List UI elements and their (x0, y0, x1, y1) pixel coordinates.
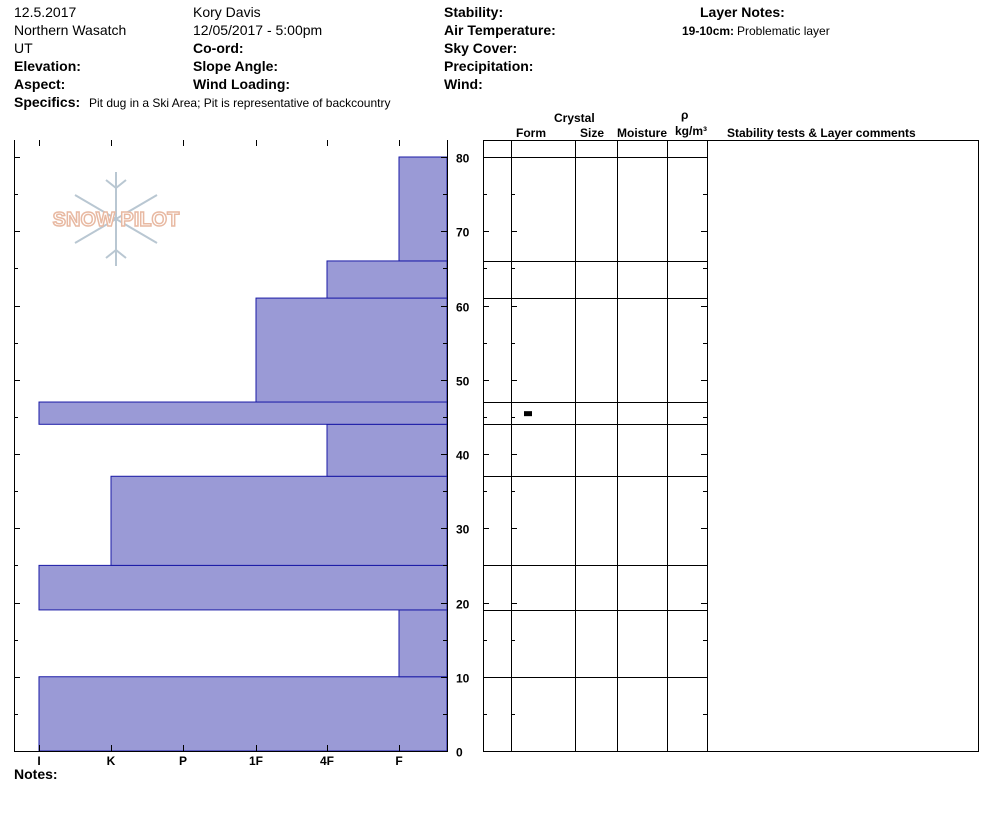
size-header: Size (580, 126, 605, 140)
y-tick-label: 0 (456, 746, 463, 760)
y-tick-label: 70 (456, 226, 470, 240)
observation-datetime: 12/05/2017 - 5:00pm (193, 22, 323, 38)
wind-loading-label: Wind Loading: (193, 76, 291, 92)
x-tick-label: 4F (320, 754, 334, 768)
x-tick-label: K (107, 754, 116, 768)
x-tick-label: I (37, 754, 40, 768)
x-tick-label: 1F (249, 754, 263, 768)
pit-date: 12.5.2017 (14, 4, 77, 20)
x-tick-label: F (395, 754, 402, 768)
sky-cover-label: Sky Cover: (444, 40, 518, 56)
y-tick-label: 40 (456, 449, 470, 463)
elevation-label: Elevation: (14, 58, 81, 74)
notes-label: Notes: (14, 766, 58, 782)
layer-bar-2 (38, 564, 448, 611)
rho-header: ρ (681, 108, 689, 122)
layer-bar-8 (398, 156, 448, 262)
y-tick-label: 60 (456, 301, 470, 315)
comments-header: Stability tests & Layer comments (727, 126, 916, 140)
x-tick-label: P (179, 754, 187, 768)
layer-bar-7 (326, 260, 448, 299)
y-tick-label: 80 (456, 152, 470, 166)
crystal-header: Crystal (554, 111, 595, 125)
density-unit-header: kg/m³ (675, 124, 708, 138)
y-tick-label: 30 (456, 523, 470, 537)
layer-bar-4 (326, 423, 448, 477)
logo-text: SNOW PILOT (53, 209, 180, 231)
y-tick-label: 10 (456, 672, 470, 686)
air-temperature-label: Air Temperature: (444, 22, 556, 38)
specifics-value: Pit dug in a Ski Area; Pit is representa… (89, 96, 391, 110)
layer-note-range: 19-10cm: (682, 24, 735, 38)
layer-bar-1 (398, 609, 448, 678)
slope-angle-label: Slope Angle: (193, 58, 279, 74)
layer-bar-5 (38, 401, 448, 425)
layer-bar-0 (38, 676, 448, 752)
y-tick-label: 50 (456, 375, 470, 389)
coord-label: Co-ord: (193, 40, 244, 56)
precipitation-label: Precipitation: (444, 58, 534, 74)
specifics-label: Specifics: (14, 94, 81, 110)
layer-bar-6 (255, 297, 448, 403)
observer-name: Kory Davis (193, 4, 261, 20)
wind-label: Wind: (444, 76, 483, 92)
pit-region: Northern Wasatch (14, 22, 127, 38)
stability-label: Stability: (444, 4, 504, 20)
moisture-header: Moisture (617, 126, 668, 140)
layer-notes-label: Layer Notes: (700, 4, 785, 20)
snowpilot-logo: SNOW PILOT (52, 172, 180, 266)
pit-state: UT (14, 40, 33, 56)
form-header: Form (516, 126, 546, 140)
layer-note-text: Problematic layer (737, 24, 830, 38)
layer-marker (524, 411, 532, 417)
layer-bar-3 (110, 475, 448, 566)
aspect-label: Aspect: (14, 76, 66, 92)
y-tick-label: 20 (456, 598, 470, 612)
